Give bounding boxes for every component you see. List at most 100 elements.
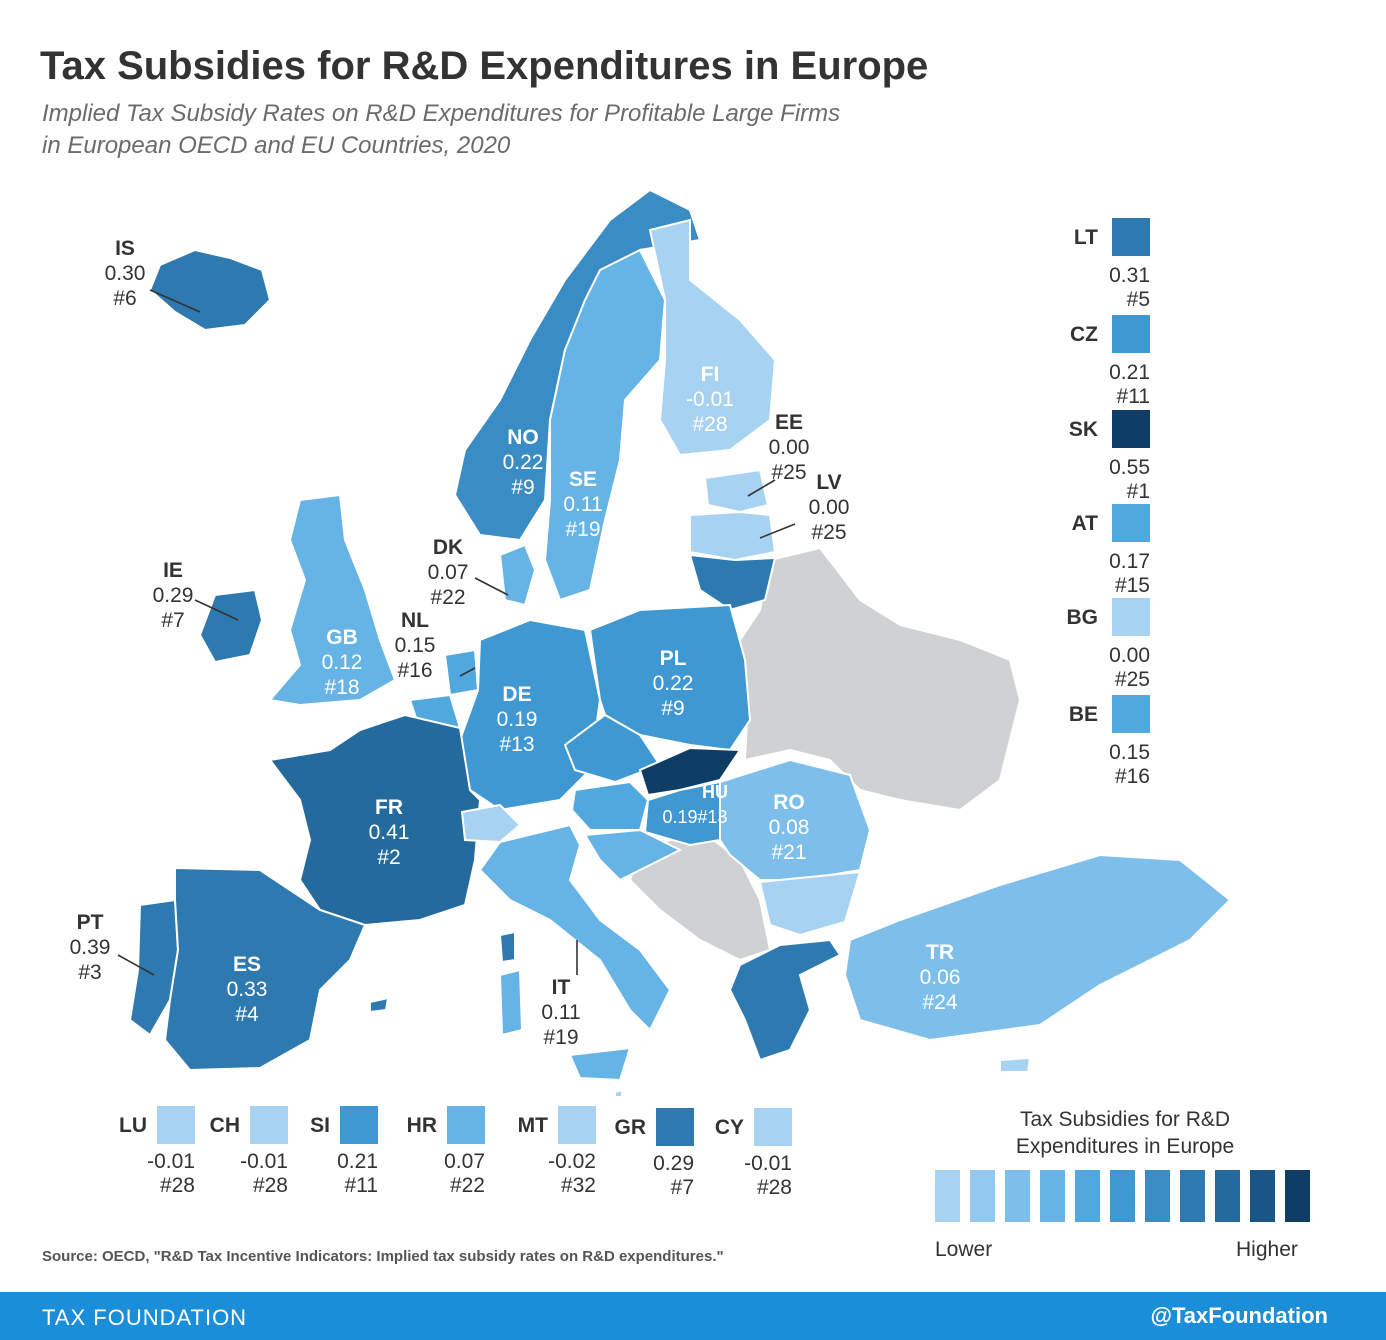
label-lv: LV 0.00 #25 (792, 470, 866, 545)
country-corsica (498, 930, 516, 964)
country-sardinia (498, 968, 524, 1037)
label-fr: FR 0.41 #2 (354, 795, 424, 870)
leader-line-nl (459, 667, 476, 677)
bottom-legend-lu-value: -0.01 (147, 1150, 195, 1173)
label-se-code: SE (568, 468, 597, 491)
label-ee: EE 0.00 #25 (752, 410, 826, 485)
bottom-legend-si-swatch (340, 1106, 378, 1144)
right-legend-lt: LT 0.31 #5 (1040, 218, 1150, 311)
right-legend-cz-swatch (1112, 315, 1150, 353)
country-great-britain (268, 493, 397, 707)
bottom-legend-gr-rank: #7 (670, 1176, 694, 1199)
label-tr-rank: #24 (922, 991, 958, 1014)
source-note: Source: OECD, "R&D Tax Incentive Indicat… (42, 1248, 724, 1265)
country-sicily (568, 1046, 632, 1082)
bottom-legend-mt-code: MT (517, 1114, 548, 1137)
label-gb-code: GB (326, 626, 358, 649)
label-pt-rank: #3 (78, 961, 102, 984)
label-ee-rank: #25 (771, 461, 807, 484)
country-italy (478, 823, 672, 1032)
country-austria (570, 780, 650, 831)
label-fi-value: -0.01 (686, 388, 734, 411)
label-ro-code: RO (773, 791, 805, 814)
right-legend-at-rank: #15 (1114, 574, 1150, 597)
label-gb: GB 0.12 #18 (307, 625, 377, 700)
label-de-code: DE (502, 683, 532, 706)
bottom-legend-lu-swatch (157, 1106, 195, 1144)
page-subtitle: Implied Tax Subsidy Rates on R&D Expendi… (42, 98, 942, 162)
bottom-legend-cy-rank: #28 (756, 1176, 792, 1199)
scale-legend-low-label: Lower (935, 1238, 993, 1261)
label-gb-rank: #18 (324, 676, 360, 699)
label-se-rank: #19 (565, 518, 601, 541)
bottom-legend-gr-swatch (656, 1108, 694, 1146)
label-no: NO 0.22 #9 (488, 425, 558, 500)
leader-line-dk (474, 577, 509, 596)
label-hu-value-rank: 0.19#13 (640, 805, 750, 830)
label-it: IT 0.11 #19 (526, 975, 596, 1050)
label-no-code: NO (507, 426, 539, 449)
label-ie-rank: #7 (161, 609, 185, 632)
right-legend-lt-rank: #5 (1126, 288, 1150, 311)
label-it-code: IT (551, 976, 571, 999)
right-legend-be-rank: #16 (1114, 765, 1150, 788)
leader-line-pt (117, 954, 155, 976)
right-legend-sk-code: SK (1068, 418, 1098, 441)
leader-line-ie (194, 599, 239, 621)
scale-swatch (1075, 1170, 1100, 1222)
bottom-legend-cy-swatch (754, 1108, 792, 1146)
label-pt: PT 0.39 #3 (55, 910, 125, 985)
bottom-legend-ch-value: -0.01 (240, 1150, 288, 1173)
country-estonia (703, 468, 770, 514)
label-hu-value: 0.19 (662, 807, 698, 827)
bottom-legend-mt-swatch (558, 1106, 596, 1144)
country-cyprus (999, 1056, 1032, 1073)
bottom-legend-mt-rank: #32 (560, 1174, 596, 1197)
label-fr-rank: #2 (377, 846, 401, 869)
bottom-legend-si-rank: #11 (344, 1174, 378, 1197)
europe-map (117, 188, 1232, 1098)
label-de-value: 0.19 (496, 708, 538, 731)
right-legend-bg-value: 0.00 (1109, 644, 1150, 667)
country-greece (728, 938, 842, 1062)
bottom-legend-hr-swatch (447, 1106, 485, 1144)
scale-legend-high-label: Higher (1236, 1238, 1298, 1261)
label-pt-value: 0.39 (69, 936, 111, 959)
page-title: Tax Subsidies for R&D Expenditures in Eu… (40, 44, 929, 88)
bottom-legend-hr-value: 0.07 (444, 1150, 485, 1173)
scale-legend-title-line-2: Expenditures in Europe (1015, 1135, 1235, 1158)
scale-legend-title-line-1: Tax Subsidies for R&D (1019, 1108, 1231, 1131)
right-legend-be-code: BE (1068, 703, 1098, 726)
bottom-legend-si-code: SI (310, 1114, 330, 1137)
label-is-rank: #6 (113, 287, 137, 310)
country-balkans-no-data (628, 828, 772, 962)
right-legend-sk-value: 0.55 (1109, 456, 1150, 479)
scale-swatch (935, 1170, 960, 1222)
label-is-value: 0.30 (104, 262, 146, 285)
right-legend-bg: BG 0.00 #25 (1040, 598, 1150, 691)
right-legend-lt-swatch (1112, 218, 1150, 256)
label-lv-code: LV (816, 471, 842, 494)
label-es: ES 0.33 #4 (212, 952, 282, 1027)
right-legend-at-code: AT (1071, 512, 1098, 535)
right-legend-sk-swatch (1112, 410, 1150, 448)
bottom-legend-lu: LU -0.01 #28 (75, 1106, 195, 1197)
label-dk-value: 0.07 (427, 561, 469, 584)
label-es-code: ES (232, 953, 261, 976)
label-is-code: IS (115, 237, 135, 260)
subtitle-line-1: Implied Tax Subsidy Rates on R&D Expendi… (42, 100, 841, 127)
footer-handle[interactable]: @TaxFoundation (1150, 1303, 1328, 1328)
label-nl-value: 0.15 (394, 634, 436, 657)
right-legend-lt-code: LT (1073, 226, 1098, 249)
label-se-value: 0.11 (563, 493, 603, 516)
right-legend-sk: SK 0.55 #1 (1040, 410, 1150, 503)
scale-legend-swatches (935, 1170, 1310, 1222)
label-tr-code: TR (926, 941, 954, 964)
label-it-value: 0.11 (541, 1001, 581, 1024)
label-pl-value: 0.22 (652, 672, 694, 695)
label-ee-value: 0.00 (768, 436, 810, 459)
country-switzerland (460, 803, 522, 844)
label-es-rank: #4 (235, 1003, 259, 1026)
right-legend-sk-rank: #1 (1126, 480, 1150, 503)
label-gb-value: 0.12 (321, 651, 363, 674)
